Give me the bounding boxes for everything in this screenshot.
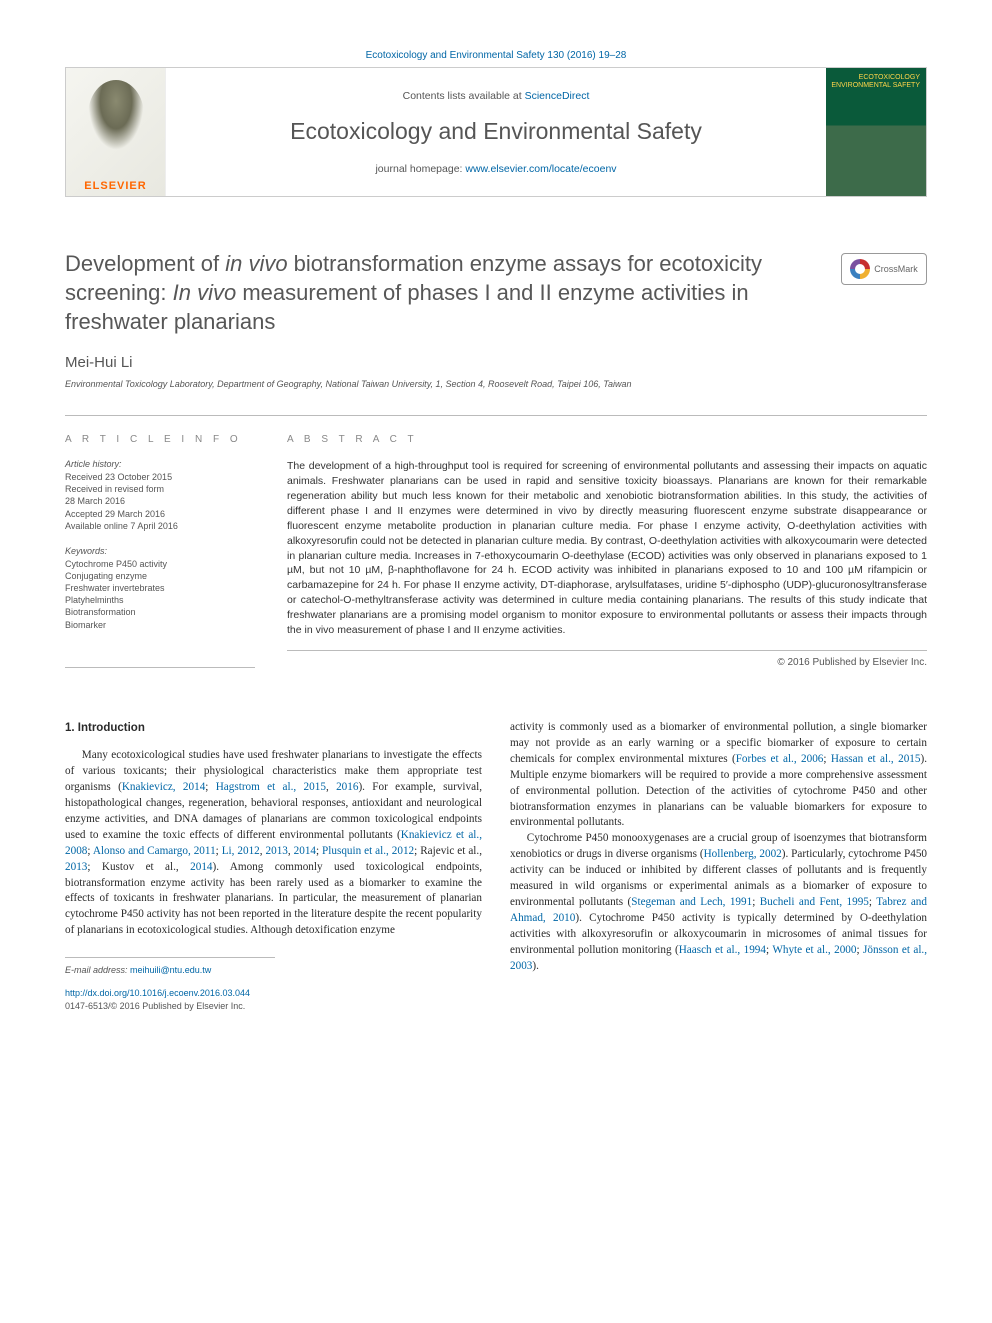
sciencedirect-link[interactable]: ScienceDirect [525, 90, 590, 102]
elsevier-logo: ELSEVIER [66, 180, 165, 192]
journal-header-center: Contents lists available at ScienceDirec… [166, 68, 826, 196]
body-two-column: 1. Introduction Many ecotoxicological st… [65, 720, 927, 1013]
citation-link[interactable]: 2014 [183, 781, 205, 793]
citation-link[interactable]: Knakievicz, [122, 781, 183, 793]
citation-link[interactable]: 2016 [336, 781, 358, 793]
journal-header-box: ELSEVIER Contents lists available at Sci… [65, 67, 927, 197]
author-email-link[interactable]: meihuili@ntu.edu.tw [130, 965, 211, 975]
abstract-text: The development of a high-throughput too… [287, 459, 927, 651]
journal-homepage-line: journal homepage: www.elsevier.com/locat… [375, 163, 616, 175]
citation-link[interactable]: Alonso and Camargo, 2011 [93, 845, 216, 857]
article-history-head: Article history: [65, 459, 255, 469]
doi-link[interactable]: http://dx.doi.org/10.1016/j.ecoenv.2016.… [65, 988, 250, 998]
contents-available-line: Contents lists available at ScienceDirec… [403, 90, 590, 102]
citation-link[interactable]: Whyte et al., 2000 [772, 944, 856, 956]
keywords-head: Keywords: [65, 546, 255, 556]
journal-homepage-link[interactable]: www.elsevier.com/locate/ecoenv [465, 163, 616, 175]
intro-col1-p1: Many ecotoxicological studies have used … [65, 748, 482, 939]
citation-link[interactable]: Plusquin et al., 2012 [322, 845, 414, 857]
abstract-copyright: © 2016 Published by Elsevier Inc. [287, 657, 927, 668]
running-head-citation: Ecotoxicology and Environmental Safety 1… [65, 50, 927, 61]
citation-link[interactable]: 2014 [294, 845, 316, 857]
crossmark-label: CrossMark [874, 264, 918, 274]
elsevier-tree-image: ELSEVIER [66, 68, 166, 196]
article-info-block: A R T I C L E I N F O Article history: R… [65, 415, 255, 668]
article-info-head: A R T I C L E I N F O [65, 434, 255, 445]
journal-cover-thumbnail: ECOTOXICOLOGY ENVIRONMENTAL SAFETY [826, 68, 926, 196]
keywords-list: Cytochrome P450 activityConjugating enzy… [65, 558, 255, 631]
citation-link[interactable]: Li, 2012 [222, 845, 260, 857]
citation-link[interactable]: 2013 [266, 845, 288, 857]
citation-link[interactable]: Hassan et al., 2015 [831, 753, 921, 765]
article-info-abstract-row: A R T I C L E I N F O Article history: R… [65, 415, 927, 668]
intro-col2-p1: activity is commonly used as a biomarker… [510, 720, 927, 831]
journal-name: Ecotoxicology and Environmental Safety [290, 118, 702, 145]
crossmark-icon [850, 259, 870, 279]
contents-prefix: Contents lists available at [403, 90, 525, 102]
citation-link[interactable]: Forbes et al., 2006 [736, 753, 824, 765]
crossmark-badge[interactable]: CrossMark [841, 253, 927, 285]
intro-col2-p2: Cytochrome P450 monooxygenases are a cru… [510, 831, 927, 974]
body-column-right: activity is commonly used as a biomarker… [510, 720, 927, 1013]
body-column-left: 1. Introduction Many ecotoxicological st… [65, 720, 482, 1013]
title-row: Development of in vivo biotransformation… [65, 249, 927, 336]
citation-link[interactable]: Stegeman and Lech, 1991 [631, 896, 752, 908]
abstract-block: A B S T R A C T The development of a hig… [287, 415, 927, 668]
citation-link[interactable]: 2014 [190, 861, 212, 873]
citation-link[interactable]: Bucheli and Fent, 1995 [760, 896, 869, 908]
citation-link[interactable]: Hollenberg, 2002 [704, 848, 782, 860]
citation-link[interactable]: 2013 [65, 861, 87, 873]
issn-copyright-line: 0147-6513/© 2016 Published by Elsevier I… [65, 1001, 245, 1011]
doi-issn-block: http://dx.doi.org/10.1016/j.ecoenv.2016.… [65, 987, 482, 1013]
article-history-lines: Received 23 October 2015Received in revi… [65, 471, 255, 532]
email-label: E-mail address: [65, 965, 130, 975]
cover-text: ECOTOXICOLOGY ENVIRONMENTAL SAFETY [826, 74, 920, 89]
article-title: Development of in vivo biotransformation… [65, 249, 841, 336]
abstract-head: A B S T R A C T [287, 434, 927, 445]
correspondence-footer: E-mail address: meihuili@ntu.edu.tw [65, 957, 275, 977]
citation-link[interactable]: Ecotoxicology and Environmental Safety 1… [366, 50, 627, 61]
introduction-heading: 1. Introduction [65, 720, 482, 736]
citation-link[interactable]: Haasch et al., 1994 [679, 944, 766, 956]
author-name: Mei-Hui Li [65, 354, 927, 371]
author-affiliation: Environmental Toxicology Laboratory, Dep… [65, 379, 927, 389]
citation-link[interactable]: Hagstrom et al., 2015 [216, 781, 326, 793]
homepage-prefix: journal homepage: [375, 163, 465, 175]
